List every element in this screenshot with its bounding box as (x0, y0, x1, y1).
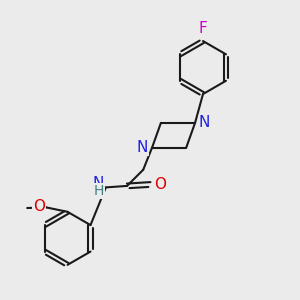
Text: N: N (199, 116, 210, 130)
Text: O: O (33, 199, 45, 214)
Text: F: F (199, 21, 207, 36)
Text: O: O (154, 177, 166, 192)
Text: N: N (137, 140, 148, 155)
Text: N: N (93, 176, 104, 191)
Text: H: H (94, 184, 104, 198)
